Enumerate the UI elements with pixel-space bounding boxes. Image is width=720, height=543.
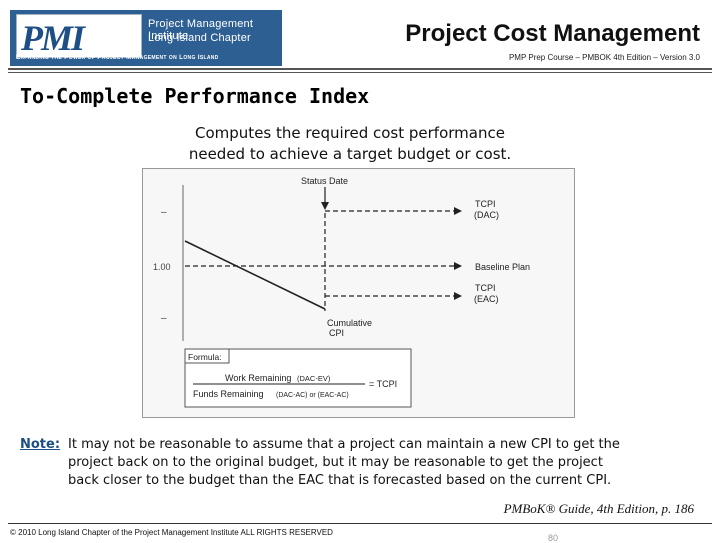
tcpi-figure: – 1.00 – Status Date TCPI (DAC) Baseline… xyxy=(142,168,575,418)
formula-box xyxy=(184,348,412,408)
footer-divider xyxy=(8,523,712,524)
y-tick-label: 1.00 xyxy=(153,262,171,272)
intro-line-2: needed to achieve a target budget or cos… xyxy=(188,145,512,163)
cumulative-cpi-label: Cumulative xyxy=(327,318,372,328)
header-divider xyxy=(8,68,712,70)
logo-tagline: Expanding the Power of Project Managemen… xyxy=(16,54,219,61)
tcpi-dac-sublabel: (DAC) xyxy=(474,210,499,220)
pmi-logo: PMI Project Management Institute Long Is… xyxy=(10,10,282,66)
formula-label-tab xyxy=(184,348,230,364)
course-subtitle: PMP Prep Course – PMBOK 4th Edition – Ve… xyxy=(508,53,700,62)
copyright-notice: © 2010 Long Island Chapter of the Projec… xyxy=(10,528,333,537)
section-heading: To-Complete Performance Index xyxy=(20,84,370,108)
tcpi-eac-sublabel: (EAC) xyxy=(474,294,499,304)
status-date-label: Status Date xyxy=(301,176,348,186)
source-citation: PMBoK® Guide, 4th Edition, p. 186 xyxy=(503,501,694,516)
logo-org-line-2: Long Island Chapter xyxy=(148,32,251,44)
note-line-3: back closer to the budget than the EAC t… xyxy=(68,473,612,488)
formula-denominator: Funds Remaining xyxy=(193,389,264,399)
y-tick-dash-top: – xyxy=(161,207,167,218)
slide-title: Project Cost Management xyxy=(405,20,700,47)
pmi-logo-letters: PMI xyxy=(21,18,85,58)
tcpi-eac-label: TCPI xyxy=(475,283,496,293)
note-line-2: project back on to the original budget, … xyxy=(68,455,603,470)
formula-result: = TCPI xyxy=(369,379,397,389)
header-divider-thin xyxy=(8,72,712,73)
y-tick-dash-bottom: – xyxy=(161,313,167,324)
logo-org-line-1: Project Management Institute xyxy=(148,18,254,42)
formula-numerator-detail: (DAC-EV) xyxy=(297,374,331,383)
cumulative-cpi-line xyxy=(184,240,326,310)
note-line-1: It may not be reasonable to assume that … xyxy=(68,437,620,452)
formula-denominator-detail: (DAC-AC) or (EAC-AC) xyxy=(276,392,349,399)
tcpi-dac-label: TCPI xyxy=(475,199,496,209)
cumulative-cpi-sublabel: CPI xyxy=(329,328,344,338)
tcpi-diagram: – 1.00 – Status Date TCPI (DAC) Baseline… xyxy=(153,176,530,408)
baseline-plan-label: Baseline Plan xyxy=(475,262,530,272)
intro-line-1: Computes the required cost performance xyxy=(195,124,505,142)
page-number: 80 xyxy=(548,533,559,543)
formula-numerator: Work Remaining xyxy=(225,373,291,383)
note-label: Note: xyxy=(20,437,61,452)
formula-label: Formula: xyxy=(188,352,222,362)
pmi-logo-mark: PMI xyxy=(16,14,142,58)
